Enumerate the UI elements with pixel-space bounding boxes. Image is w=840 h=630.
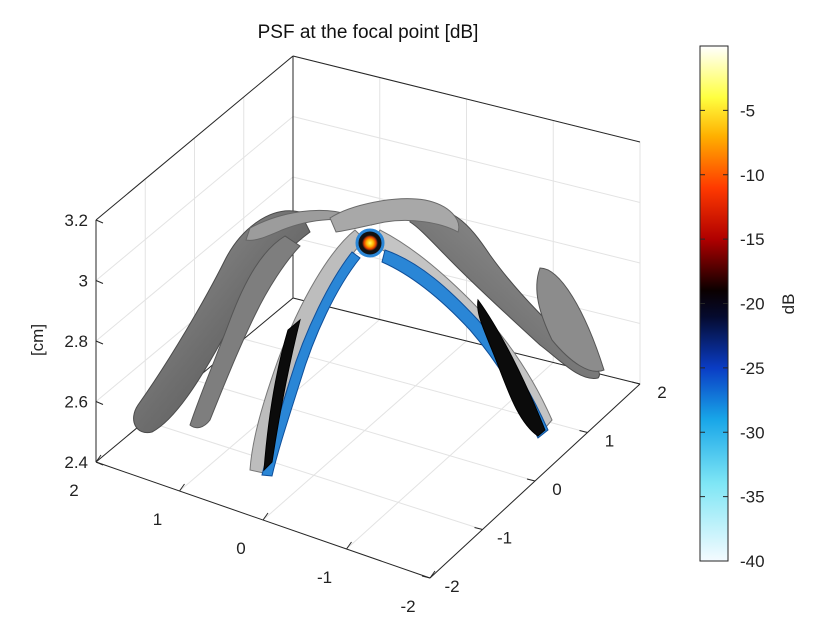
colorbar-tick-label: -40	[740, 552, 765, 571]
x-tick-label: 1	[153, 510, 162, 529]
top-edge-line	[95, 55, 294, 221]
y-tick-label: 1	[605, 432, 614, 451]
x-tick-mark	[179, 483, 185, 492]
x-tick-labels: 2 1 0 -1 -2	[69, 454, 436, 616]
y-tick-labels: -2 -1 0 1 2	[421, 381, 667, 596]
z-tick-mark	[95, 461, 104, 466]
x-tick-label: -1	[317, 568, 332, 587]
z-tick-label: 2.4	[64, 453, 88, 472]
y-tick-mark	[526, 478, 536, 482]
x-tick-mark	[262, 512, 269, 521]
focal-spot	[362, 235, 378, 251]
z-tick-mark	[95, 219, 104, 224]
floor-grid-line	[194, 379, 536, 482]
colorbar-tick-label: -35	[740, 488, 765, 507]
z-axis-label: [cm]	[28, 324, 47, 356]
top-edge-line	[292, 55, 641, 143]
rim-left	[261, 251, 361, 477]
core-left	[263, 318, 301, 472]
chart-title: PSF at the focal point [dB]	[258, 22, 479, 43]
floor-grid-line	[145, 420, 483, 530]
y-tick-mark	[421, 575, 431, 579]
colorbar-ticks: -5 -10 -15 -20 -25 -30 -35 -40	[700, 101, 765, 571]
x-tick-mark	[429, 570, 436, 579]
colorbar-tick-label: -10	[740, 166, 765, 185]
y-tick-label: 0	[552, 480, 561, 499]
y-tick-mark	[474, 527, 483, 530]
colorbar: -5 -10 -15 -20 -25 -30 -35 -40 dB	[699, 45, 798, 571]
y-tick-label: 2	[657, 383, 666, 402]
z-tick-labels: 2.4 2.6 2.8 3 3.2	[64, 211, 104, 472]
y-tick-mark	[579, 430, 588, 433]
outer-fin-right	[536, 267, 605, 372]
y-tick-mark	[631, 381, 641, 385]
y-tick-label: -2	[444, 577, 459, 596]
psf-isosurface	[133, 198, 605, 477]
colorbar-tick-label: -30	[740, 423, 765, 442]
z-tick-label: 3	[79, 272, 88, 291]
colorbar-label: dB	[779, 294, 798, 315]
x-tick-mark	[346, 541, 352, 550]
core-right	[477, 298, 546, 437]
colorbar-tick-label: -25	[740, 359, 765, 378]
z-tick-mark	[95, 401, 104, 405]
colorbar-tick-label: -20	[740, 295, 765, 314]
colorbar-tick-label: -15	[740, 230, 765, 249]
x-tick-label: 0	[236, 539, 245, 558]
z-tick-label: 2.6	[64, 393, 88, 412]
x-tick-mark	[95, 454, 102, 463]
arch-crest	[329, 198, 460, 233]
z-tick-label: 2.8	[64, 332, 88, 351]
x-tick-label: 2	[69, 481, 78, 500]
z-tick-mark	[95, 340, 104, 345]
outer-lobe-left-sheet	[189, 235, 301, 429]
z-tick-label: 3.2	[64, 211, 88, 230]
y-tick-label: -1	[497, 529, 512, 548]
x-tick-label: -2	[400, 597, 415, 616]
z-tick-mark	[95, 280, 104, 284]
colorbar-tick-label: -5	[740, 101, 755, 120]
